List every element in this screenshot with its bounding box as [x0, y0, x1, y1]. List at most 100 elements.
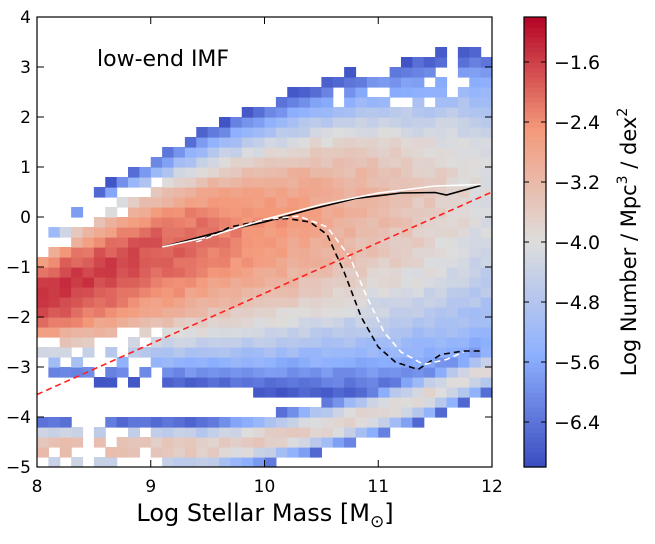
heatmap-cell: [310, 227, 322, 238]
heatmap-cell: [469, 47, 482, 58]
heatmap-cell: [378, 197, 391, 208]
heatmap-cell: [480, 147, 492, 158]
heatmap-cell: [469, 177, 482, 188]
heatmap-cell: [298, 387, 311, 398]
heatmap-cell: [446, 177, 459, 188]
heatmap-cell: [389, 207, 402, 218]
heatmap-cell: [93, 247, 106, 258]
heatmap-cell: [366, 237, 379, 248]
heatmap-cell: [457, 307, 470, 318]
heatmap-cell: [469, 127, 482, 138]
heatmap-cell: [219, 137, 231, 148]
heatmap-cell: [207, 437, 220, 448]
heatmap-cell: [128, 167, 140, 178]
heatmap-cell: [412, 77, 425, 88]
heatmap-cell: [173, 147, 186, 158]
heatmap-cell: [344, 197, 357, 208]
heatmap-cell: [253, 237, 266, 248]
heatmap-cell: [105, 307, 118, 318]
heatmap-cell: [128, 337, 140, 348]
heatmap-cell: [128, 417, 140, 428]
heatmap-cell: [412, 297, 425, 308]
heatmap-cell: [401, 57, 413, 68]
heatmap-cell: [446, 137, 459, 148]
heatmap-cell: [457, 287, 470, 298]
heatmap-cell: [435, 217, 448, 228]
heatmap-cell: [264, 247, 277, 258]
heatmap-cell: [389, 407, 402, 418]
heatmap-cell: [457, 337, 470, 348]
colorbar-tick-label: −2.4: [554, 112, 600, 134]
heatmap-cell: [378, 327, 391, 338]
heatmap-cell: [412, 157, 425, 168]
heatmap-cell: [378, 427, 391, 438]
heatmap-cell: [59, 347, 72, 358]
heatmap-cell: [82, 237, 95, 248]
heatmap-cell: [412, 57, 425, 68]
heatmap-cell: [241, 167, 254, 178]
heatmap-cell: [321, 257, 334, 268]
heatmap-cell: [457, 247, 470, 258]
heatmap-cell: [173, 447, 186, 458]
heatmap-cell: [230, 417, 243, 428]
colorbar-strip: [524, 107, 546, 113]
heatmap-cell: [435, 397, 448, 408]
heatmap-cell: [298, 207, 311, 218]
heatmap-cell: [173, 267, 186, 278]
heatmap-cell: [82, 277, 95, 288]
heatmap-cell: [378, 137, 391, 148]
heatmap-cell: [275, 137, 288, 148]
heatmap-cell: [275, 327, 288, 338]
heatmap-cell: [116, 177, 129, 188]
heatmap-cell: [48, 327, 61, 338]
annotation-label: low-end IMF: [97, 47, 229, 72]
heatmap-cell: [310, 247, 322, 258]
colorbar-strip: [524, 72, 546, 78]
colorbar-strip: [524, 67, 546, 73]
heatmap-cell: [275, 287, 288, 298]
heatmap-cell: [275, 317, 288, 328]
heatmap-cell: [139, 177, 152, 188]
heatmap-cell: [196, 187, 209, 198]
heatmap-cell: [275, 367, 288, 378]
heatmap-cell: [230, 367, 243, 378]
heatmap-cell: [105, 267, 118, 278]
heatmap-cell: [344, 157, 357, 168]
heatmap-cell: [59, 227, 72, 238]
heatmap-cell: [480, 87, 492, 98]
heatmap-cell: [389, 387, 402, 398]
heatmap-cell: [446, 247, 459, 258]
heatmap-cell: [435, 207, 448, 218]
heatmap-cell: [401, 377, 413, 388]
heatmap-cell: [275, 387, 288, 398]
colorbar-strip: [524, 442, 546, 448]
heatmap-cell: [173, 167, 186, 178]
colorbar-strip: [524, 447, 546, 453]
heatmap-cell: [344, 327, 357, 338]
heatmap-cell: [264, 387, 277, 398]
heatmap-cell: [93, 227, 106, 238]
heatmap-cell: [48, 427, 61, 438]
colorbar-tick-label: −4.0: [554, 232, 600, 254]
heatmap-cell: [423, 317, 436, 328]
heatmap-cell: [196, 137, 209, 148]
heatmap-cell: [241, 427, 254, 438]
heatmap-cell: [253, 297, 266, 308]
colorbar-strip: [524, 82, 546, 88]
heatmap-cell: [298, 147, 311, 158]
heatmap-cell: [230, 347, 243, 358]
colorbar-strip: [524, 77, 546, 83]
heatmap-cell: [275, 187, 288, 198]
heatmap-cell: [82, 257, 95, 268]
heatmap-cell: [162, 327, 175, 338]
heatmap-cell: [321, 117, 334, 128]
heatmap-cell: [264, 357, 277, 368]
heatmap-cell: [253, 157, 266, 168]
heatmap-cell: [219, 187, 231, 198]
heatmap-cell: [480, 227, 492, 238]
heatmap-cell: [264, 157, 277, 168]
heatmap-cell: [355, 377, 368, 388]
colorbar-strip: [524, 17, 546, 23]
heatmap-cell: [253, 357, 266, 368]
heatmap-cell: [230, 117, 243, 128]
